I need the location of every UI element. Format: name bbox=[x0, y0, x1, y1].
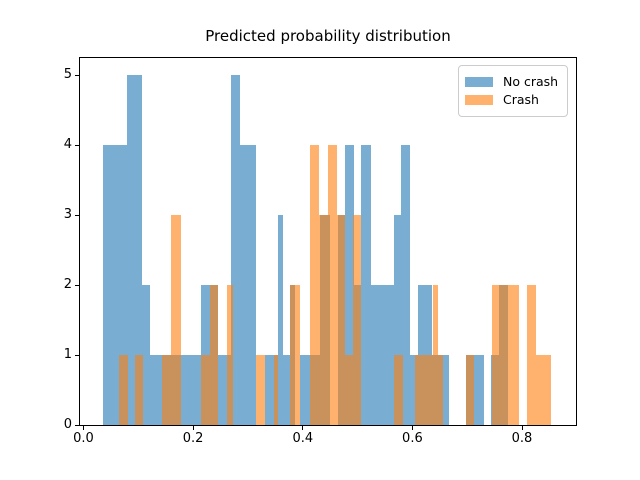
histogram-bar-crash bbox=[344, 355, 353, 425]
histogram-bar-no-crash bbox=[126, 75, 143, 425]
histogram-bar-crash bbox=[289, 285, 300, 425]
y-tick-label: 5 bbox=[63, 67, 72, 82]
y-tick-label: 3 bbox=[63, 207, 72, 222]
histogram-bar-no-crash bbox=[277, 215, 283, 425]
histogram-bar-no-crash bbox=[370, 285, 394, 425]
legend-swatch-no-crash bbox=[465, 76, 493, 87]
histogram-bar-crash bbox=[536, 355, 552, 425]
y-tick-mark bbox=[75, 424, 79, 426]
histogram-bar-no-crash bbox=[239, 145, 256, 425]
histogram-bar-crash bbox=[491, 285, 519, 425]
x-tick-label: 0.0 bbox=[73, 431, 94, 446]
legend: No crash Crash bbox=[458, 65, 568, 117]
x-tick-mark bbox=[521, 426, 523, 430]
x-tick-label: 0.8 bbox=[511, 431, 533, 446]
histogram-bar-crash bbox=[171, 215, 182, 425]
x-tick-mark bbox=[192, 426, 194, 430]
legend-label-crash: Crash bbox=[503, 92, 539, 107]
legend-entry-no-crash: No crash bbox=[465, 73, 559, 90]
histogram-bar-crash bbox=[309, 145, 320, 425]
chart-title: Predicted probability distribution bbox=[205, 27, 451, 45]
histogram-bar-no-crash bbox=[344, 145, 354, 425]
legend-entry-crash: Crash bbox=[465, 91, 559, 108]
histogram-bar-no-crash bbox=[142, 285, 151, 425]
histogram-bar-crash bbox=[393, 355, 404, 425]
histogram-bar-crash bbox=[319, 215, 328, 425]
histogram-bar-no-crash bbox=[361, 145, 371, 425]
y-tick-label: 4 bbox=[63, 137, 72, 152]
x-tick-mark bbox=[83, 426, 84, 430]
y-tick-mark bbox=[75, 144, 79, 146]
legend-swatch-crash bbox=[465, 94, 493, 105]
x-tick-mark bbox=[302, 426, 304, 430]
x-tick-label: 0.2 bbox=[182, 431, 204, 446]
y-tick-mark bbox=[75, 354, 79, 356]
histogram-bar-crash bbox=[255, 355, 265, 425]
histogram-bar-crash bbox=[414, 355, 433, 425]
histogram-bar-no-crash bbox=[230, 75, 240, 425]
histogram-bar-no-crash bbox=[283, 355, 290, 425]
histogram-bar-crash bbox=[135, 355, 144, 425]
histogram-bar-crash bbox=[210, 285, 218, 425]
histogram-bar-crash bbox=[337, 215, 345, 425]
legend-label-no-crash: No crash bbox=[503, 74, 559, 89]
histogram-bar-crash bbox=[227, 285, 233, 425]
histogram-bar-crash bbox=[201, 355, 211, 425]
histogram-bar-crash bbox=[327, 145, 338, 425]
y-tick-mark bbox=[75, 214, 79, 216]
histogram-bar-crash bbox=[119, 355, 128, 425]
series-crash-layer bbox=[80, 58, 576, 425]
histogram-bar-crash bbox=[161, 355, 172, 425]
histogram-bar-no-crash bbox=[393, 215, 402, 425]
plot-area: No crash Crash bbox=[79, 57, 577, 426]
x-tick-label: 0.4 bbox=[292, 431, 314, 446]
x-tick-label: 0.6 bbox=[402, 431, 423, 446]
histogram-bar-crash bbox=[273, 355, 278, 425]
y-tick-label: 1 bbox=[63, 347, 72, 362]
histogram-bar-crash bbox=[438, 355, 444, 425]
x-tick-mark bbox=[411, 426, 413, 430]
histogram-bar-crash bbox=[352, 215, 362, 425]
histogram-bar-no-crash bbox=[409, 355, 418, 425]
y-tick-mark bbox=[75, 284, 79, 286]
histogram-bar-no-crash bbox=[401, 145, 410, 425]
y-tick-label: 0 bbox=[63, 417, 72, 432]
y-tick-label: 2 bbox=[63, 277, 72, 292]
histogram-bar-crash bbox=[432, 285, 439, 425]
histogram-bar-crash bbox=[527, 285, 537, 425]
histogram-bar-crash bbox=[465, 355, 475, 425]
y-tick-mark bbox=[75, 74, 79, 76]
